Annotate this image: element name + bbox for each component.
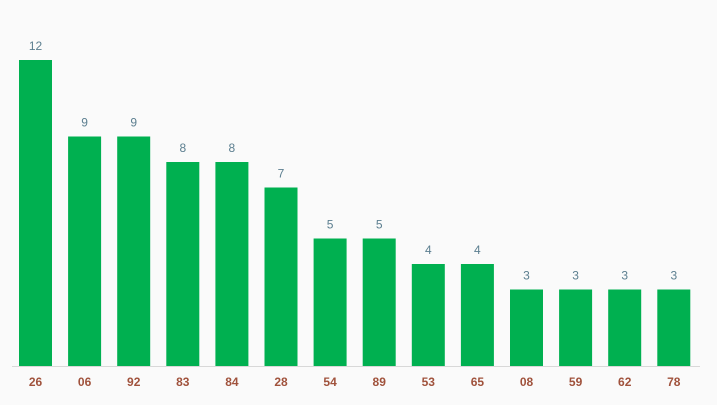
bar bbox=[362, 238, 396, 366]
value-label: 12 bbox=[29, 39, 43, 53]
bar bbox=[657, 289, 691, 366]
bar bbox=[608, 289, 642, 366]
value-label: 5 bbox=[376, 218, 383, 232]
x-tick-label: 28 bbox=[274, 375, 288, 389]
x-tick-label: 83 bbox=[176, 375, 190, 389]
x-tick-label: 54 bbox=[323, 375, 337, 389]
bar bbox=[19, 60, 52, 366]
bar bbox=[215, 162, 249, 366]
bar bbox=[166, 162, 200, 366]
x-tick-label: 06 bbox=[78, 375, 92, 389]
x-tick-label: 62 bbox=[618, 375, 632, 389]
value-label: 4 bbox=[425, 243, 432, 257]
bar bbox=[510, 289, 543, 366]
bar bbox=[264, 187, 298, 366]
x-tick-label: 65 bbox=[471, 375, 485, 389]
bar bbox=[313, 238, 347, 366]
x-tick-label: 08 bbox=[520, 375, 534, 389]
value-label: 3 bbox=[670, 269, 677, 283]
x-tick-label: 84 bbox=[225, 375, 239, 389]
bar bbox=[411, 264, 445, 366]
value-label: 3 bbox=[621, 269, 628, 283]
x-tick-label: 89 bbox=[373, 375, 387, 389]
x-tick-label: 92 bbox=[127, 375, 141, 389]
value-label: 8 bbox=[229, 141, 236, 155]
value-label: 4 bbox=[474, 243, 481, 257]
value-label: 8 bbox=[179, 141, 186, 155]
x-tick-label: 26 bbox=[29, 375, 43, 389]
value-label: 3 bbox=[572, 269, 579, 283]
x-tick-label: 53 bbox=[422, 375, 436, 389]
bar bbox=[117, 136, 151, 366]
value-label: 3 bbox=[523, 269, 530, 283]
bar bbox=[460, 264, 494, 366]
bar bbox=[559, 289, 593, 366]
x-tick-label: 78 bbox=[667, 375, 681, 389]
bar bbox=[68, 136, 102, 366]
value-label: 9 bbox=[81, 116, 88, 130]
value-label: 5 bbox=[327, 218, 334, 232]
x-tick-label: 59 bbox=[569, 375, 583, 389]
value-label: 9 bbox=[130, 116, 137, 130]
value-label: 7 bbox=[278, 167, 285, 181]
